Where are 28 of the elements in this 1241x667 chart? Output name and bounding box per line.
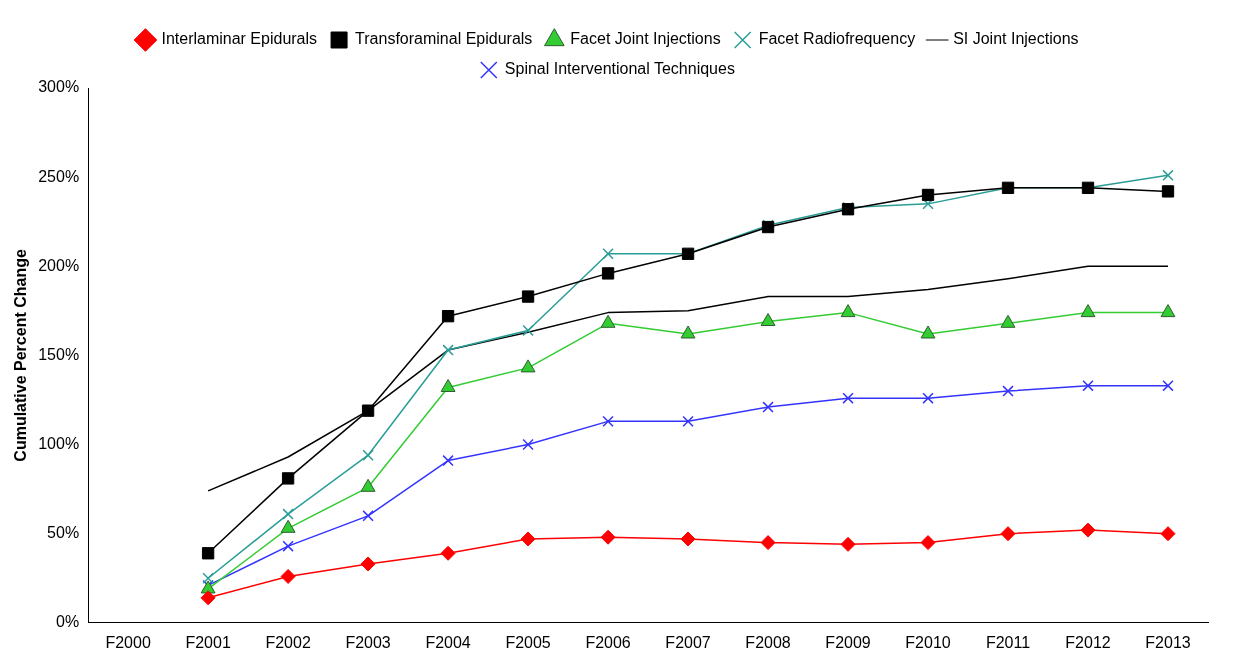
y-tick-label: 200% [38,256,80,274]
x-tick-label: F2010 [905,633,951,651]
x-tick-label: F2000 [105,633,151,651]
x-tick-label: F2004 [425,633,471,651]
legend-label: Spinal Interventional Techniques [504,60,735,78]
x-tick-label: F2008 [745,633,791,651]
legend-label: SI Joint Injections [953,30,1079,48]
y-tick-label: 0% [56,613,80,631]
x-tick-label: F2002 [265,633,311,651]
y-tick-label: 50% [47,524,80,542]
x-tick-label: F2005 [505,633,551,651]
x-tick-label: F2001 [185,633,231,651]
legend-label: Facet Joint Injections [570,30,721,48]
y-tick-label: 100% [38,434,80,452]
x-tick-label: F2009 [825,633,871,651]
x-tick-label: F2011 [985,633,1031,651]
legend-label: Interlaminar Epidurals [161,30,318,48]
y-tick-label: 300% [38,78,80,96]
x-tick-label: F2006 [585,633,631,651]
y-tick-label: 250% [38,167,80,185]
y-tick-label: 150% [38,345,80,363]
x-tick-label: F2007 [665,633,711,651]
legend-label: Facet Radiofrequency [758,30,916,48]
x-tick-label: F2003 [345,633,391,651]
legend-label: Transforaminal Epidurals [355,30,533,48]
y-axis-title: Cumulative Percent Change [12,249,30,462]
x-tick-label: F2012 [1065,633,1111,651]
x-tick-label: F2013 [1145,633,1191,651]
